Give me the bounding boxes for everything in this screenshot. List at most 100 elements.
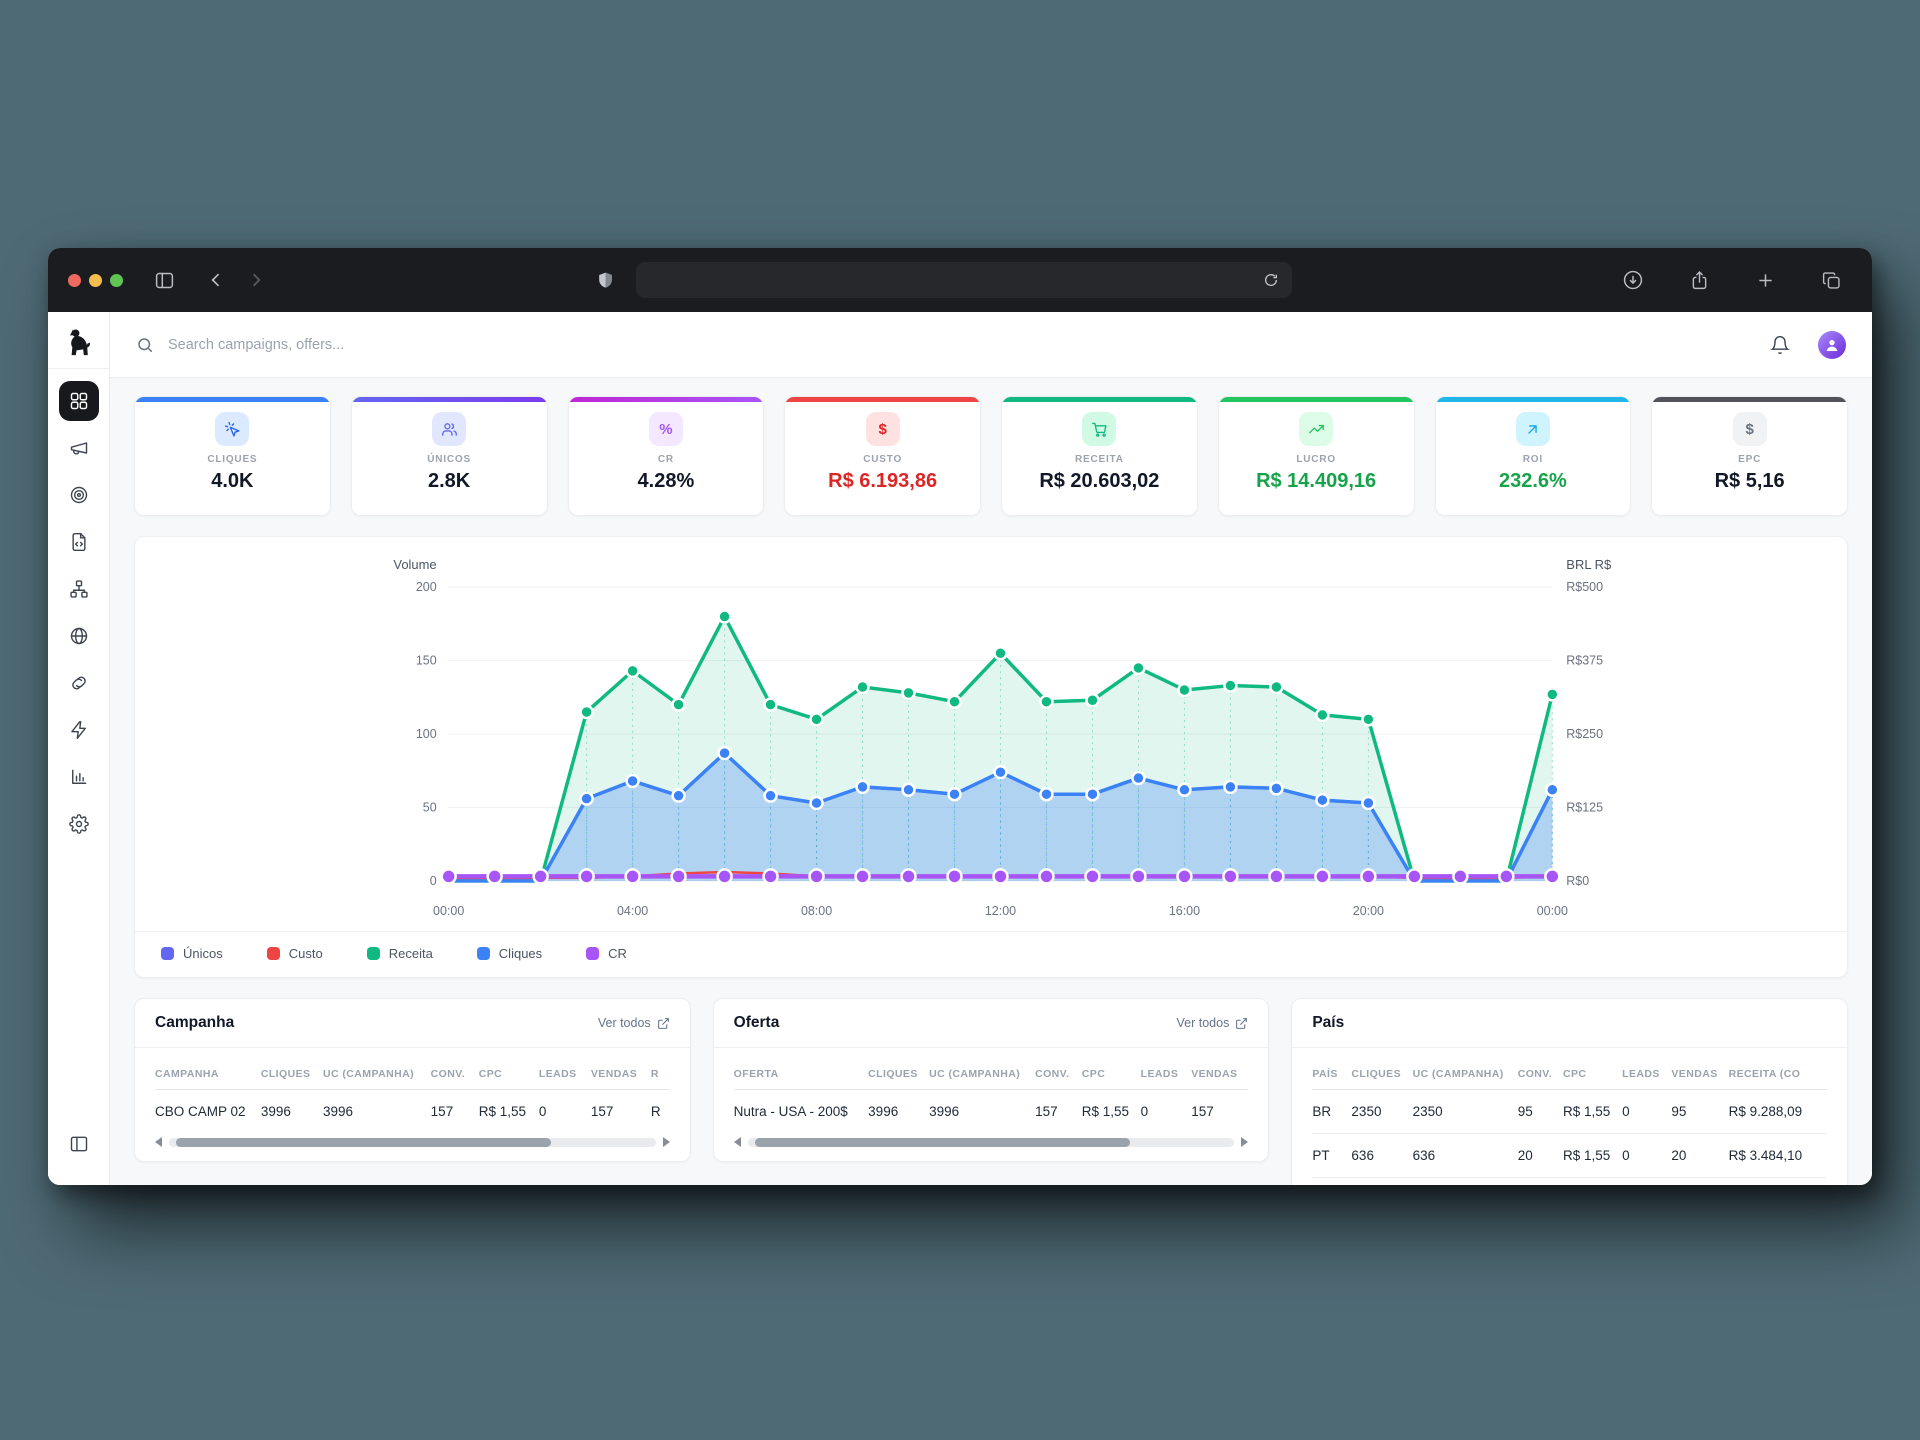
column-header: CONV. bbox=[1517, 1054, 1563, 1090]
table-cell: 2350 bbox=[1412, 1089, 1518, 1134]
kpi-label: RECEITA bbox=[1075, 454, 1124, 465]
sidebar-item-domains[interactable] bbox=[59, 616, 99, 656]
browser-window: CLIQUES 4.0K ÚNICOS 2.8K% CR 4.28% $ CUSTO R$ 6.… bbox=[48, 248, 1872, 1185]
minimize-window-button[interactable] bbox=[89, 273, 102, 287]
column-header: CLIQUES bbox=[260, 1054, 324, 1090]
svg-text:100: 100 bbox=[416, 727, 437, 741]
sidebar-item-campaigns[interactable] bbox=[59, 428, 99, 468]
kpi-label: LUCRO bbox=[1296, 454, 1336, 465]
link-icon bbox=[69, 673, 89, 693]
table-row[interactable]: CBO CAMP 02 3996 3996 157 R$ 1,55 0 157 R bbox=[155, 1090, 670, 1134]
sidebar-item-reports[interactable] bbox=[59, 757, 99, 797]
kpi-label: CR bbox=[657, 454, 674, 465]
maximize-window-button[interactable] bbox=[110, 273, 123, 287]
table-row[interactable]: BR 2350 2350 95 R$ 1,55 0 95 R$ 9.288,09 bbox=[1312, 1089, 1828, 1134]
column-header: R bbox=[650, 1054, 670, 1090]
kpi-accent-bar bbox=[785, 397, 980, 402]
table-cell: R$ 1,55 bbox=[1081, 1104, 1130, 1119]
sidebar-item-offers[interactable] bbox=[59, 475, 99, 515]
table-card-oferta: Oferta Ver todos OFERTA CLIQUES UC (CAMPANHA… bbox=[712, 998, 1270, 1162]
table-cell: 157 bbox=[1191, 1104, 1214, 1119]
table-row[interactable]: Nutra - USA - 200$ 3996 3996 157 R$ 1,55 0 157 bbox=[734, 1090, 1249, 1134]
column-header: CPC bbox=[478, 1054, 539, 1090]
sidebar-item-dashboard[interactable] bbox=[58, 381, 99, 421]
table-card-pais: País PAÍS CLIQUES UC (CAMPANHA) CONV. CPC LEAD… bbox=[1291, 998, 1849, 1185]
dollar-icon: $ bbox=[1732, 412, 1767, 446]
kpi-label: EPC bbox=[1738, 454, 1762, 465]
svg-text:04:00: 04:00 bbox=[617, 904, 648, 918]
scroll-right-arrow[interactable] bbox=[662, 1137, 670, 1147]
scroll-left-arrow[interactable] bbox=[733, 1137, 741, 1147]
sidebar-item-pages[interactable] bbox=[59, 522, 99, 562]
column-header: CLIQUES bbox=[868, 1054, 930, 1090]
legend-label: Receita bbox=[388, 946, 433, 961]
table-cell: R$ 1,55 bbox=[1562, 1133, 1623, 1178]
tab-overview-icon[interactable] bbox=[1816, 265, 1846, 295]
close-window-button[interactable] bbox=[68, 273, 81, 287]
sidebar-item-links[interactable] bbox=[59, 663, 99, 703]
legend-item-cr[interactable]: CR bbox=[586, 946, 627, 961]
column-header: UC (CAMPANHA) bbox=[1412, 1054, 1518, 1090]
horizontal-scrollbar bbox=[155, 1137, 670, 1147]
user-avatar[interactable] bbox=[1818, 330, 1846, 359]
table-cell: PT bbox=[1312, 1133, 1352, 1178]
legend-item-receita[interactable]: Receita bbox=[366, 946, 433, 961]
kpi-card-cliques: CLIQUES 4.0K bbox=[134, 396, 331, 516]
table-cell: 157 bbox=[430, 1104, 454, 1119]
column-header: UC (CAMPANHA) bbox=[929, 1054, 1036, 1090]
kpi-value: R$ 6.193,86 bbox=[828, 470, 938, 492]
summary-tables-row: Campanha Ver todos CAMPANHA CLIQUES UC (CAMP… bbox=[134, 998, 1849, 1185]
ver-todos-link[interactable]: Ver todos bbox=[1177, 1016, 1249, 1030]
svg-text:BRL R$: BRL R$ bbox=[1566, 557, 1611, 572]
scrollbar-thumb[interactable] bbox=[754, 1137, 1130, 1147]
share-icon[interactable] bbox=[1684, 265, 1714, 295]
sidebar-item-settings[interactable] bbox=[59, 804, 99, 844]
downloads-icon[interactable] bbox=[1618, 265, 1648, 295]
kpi-card-roi: ROI 232.6% bbox=[1434, 396, 1632, 516]
app-topbar bbox=[110, 312, 1872, 378]
sidebar-collapse-icon[interactable] bbox=[59, 1124, 99, 1164]
kpi-accent-bar bbox=[351, 397, 547, 402]
scrollbar-thumb[interactable] bbox=[176, 1137, 552, 1147]
kpi-value: 2.8K bbox=[428, 470, 471, 492]
target-icon bbox=[69, 485, 89, 505]
sidebar bbox=[48, 312, 110, 1185]
sidebar-item-automations[interactable] bbox=[59, 710, 99, 750]
new-tab-icon[interactable] bbox=[1750, 265, 1780, 295]
column-header: CPC bbox=[1081, 1054, 1141, 1090]
legend-swatch bbox=[161, 947, 174, 960]
app-logo-dog-icon[interactable] bbox=[62, 324, 96, 358]
scroll-left-arrow[interactable] bbox=[155, 1137, 162, 1147]
sidebar-toggle-icon[interactable] bbox=[149, 265, 179, 295]
forward-button[interactable] bbox=[241, 265, 271, 295]
table-cell: 0 bbox=[1622, 1133, 1672, 1178]
address-bar[interactable] bbox=[636, 262, 1292, 298]
scrollbar-track[interactable] bbox=[747, 1137, 1235, 1147]
sidebar-item-flows[interactable] bbox=[59, 569, 99, 609]
legend-item-únicos[interactable]: Únicos bbox=[161, 946, 223, 961]
performance-chart-card: Volume 0 50 100 150 200 BRL R$ R$0 R$125 R$250 R$3… bbox=[134, 536, 1848, 978]
table-cell: 95 bbox=[1671, 1089, 1729, 1134]
legend-item-custo[interactable]: Custo bbox=[266, 946, 323, 961]
table-cell: 3996 bbox=[260, 1104, 291, 1119]
search-bar[interactable] bbox=[136, 335, 506, 354]
ver-todos-link[interactable]: Ver todos bbox=[598, 1016, 670, 1030]
kpi-accent-bar bbox=[568, 397, 764, 402]
back-button[interactable] bbox=[201, 265, 231, 295]
search-input[interactable] bbox=[166, 335, 506, 354]
legend-item-cliques[interactable]: Cliques bbox=[476, 946, 542, 961]
reload-icon[interactable] bbox=[1260, 269, 1282, 291]
table-cell: Nutra - USA - 200$ bbox=[733, 1104, 848, 1119]
kpi-value: 4.0K bbox=[211, 470, 254, 492]
grid-icon bbox=[69, 391, 89, 411]
table-cell: R$ 1,55 bbox=[478, 1104, 527, 1119]
notifications-bell-icon[interactable] bbox=[1770, 335, 1790, 355]
scroll-right-arrow[interactable] bbox=[1241, 1137, 1249, 1147]
svg-text:R$250: R$250 bbox=[1566, 727, 1603, 741]
shield-icon[interactable] bbox=[590, 265, 620, 295]
external-link-icon bbox=[657, 1017, 670, 1030]
table-row[interactable]: PT 636 636 20 R$ 1,55 0 20 R$ 3.484,10 bbox=[1312, 1133, 1828, 1178]
table-cell: CBO CAMP 02 bbox=[155, 1104, 246, 1119]
column-header: VENDAS bbox=[1191, 1054, 1249, 1090]
scrollbar-track[interactable] bbox=[169, 1137, 656, 1147]
